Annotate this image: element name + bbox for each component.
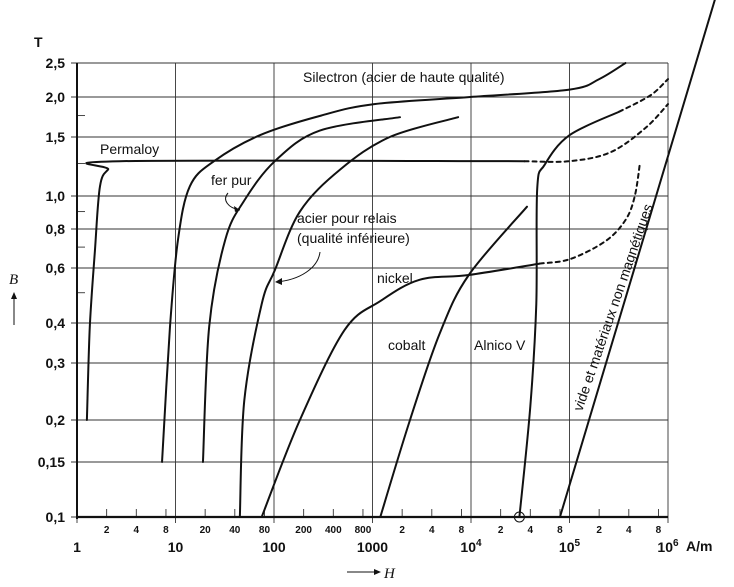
curve-vide-et-mat-riaux-non-magn-tiques <box>558 0 716 518</box>
x-minor-tick-label: 2 <box>399 525 405 536</box>
label-acier-line1: acier pour relais <box>297 210 397 226</box>
x-major-tick-label: 10 <box>168 539 184 555</box>
y-tick-label: 0,3 <box>46 355 66 371</box>
y-tick-label: 0,1 <box>46 509 66 525</box>
x-minor-tick-label: 800 <box>355 525 372 536</box>
curve-cobalt <box>379 205 528 518</box>
x-tick-exponent: 5 <box>575 538 581 549</box>
x-minor-tick-label: 40 <box>229 525 241 536</box>
acier-arrow <box>275 251 321 283</box>
x-major-tick-label: 104 <box>460 538 482 555</box>
curve-alnico-v-extrapolated <box>618 78 669 113</box>
x-major-tick-label: 1 <box>73 539 81 555</box>
curve-nickel <box>260 262 541 518</box>
x-minor-tick-label: 2 <box>596 525 602 536</box>
curve-fer-pur <box>201 116 401 463</box>
y-tick-label: 0,8 <box>46 221 66 237</box>
x-axis-arrowhead <box>374 569 381 575</box>
label-alnico: Alnico V <box>474 337 526 353</box>
x-unit-label: A/m <box>686 538 712 554</box>
x-minor-tick-label: 200 <box>295 525 312 536</box>
x-minor-tick-label: 400 <box>325 525 342 536</box>
label-acier-line2: (qualité inférieure) <box>297 230 410 246</box>
label-silectron: Silectron (acier de haute qualité) <box>303 69 505 85</box>
x-major-tick-label: 100 <box>262 539 286 555</box>
y-tick-label: 0,4 <box>46 315 66 331</box>
label-cobalt: cobalt <box>388 337 425 353</box>
x-major-tick-label: 105 <box>559 538 581 555</box>
curve-acier-pour-relais-qualit-inf-rieure <box>238 116 460 518</box>
y-tick-label: 0,2 <box>46 412 66 428</box>
x-tick-exponent: 4 <box>476 538 482 549</box>
y-unit-label: T <box>34 34 43 50</box>
y-tick-label: 0,15 <box>38 454 65 470</box>
circle-marker <box>513 511 525 523</box>
x-minor-tick-label: 8 <box>656 525 662 536</box>
label-vide: vide et matériaux non magnétiques <box>570 202 656 413</box>
curve-permaloy-extrapolated <box>523 103 669 163</box>
tick-labels: 0,1 0,15 0,2 0,3 0,4 0,6 0,8 1,0 1,5 2,0 2,5 1 10 100… <box>38 55 679 555</box>
x-major-tick-label: 106 <box>657 538 679 555</box>
acier-arrowhead <box>275 278 282 285</box>
x-minor-tick-label: 2 <box>498 525 504 536</box>
label-fer-pur: fer pur <box>211 172 252 188</box>
x-minor-tick-label: 4 <box>528 525 534 536</box>
curve-nickel-extrapolated <box>538 161 641 265</box>
curve-silectron-acier-de-haute-qualit <box>161 62 627 463</box>
y-tick-label: 2,5 <box>46 55 66 71</box>
x-minor-tick-label: 8 <box>163 525 169 536</box>
x-minor-tick-label: 20 <box>200 525 212 536</box>
x-minor-tick-label: 4 <box>134 525 140 536</box>
y-tick-label: 1,5 <box>46 129 66 145</box>
y-axis-arrowhead <box>11 292 17 299</box>
x-minor-tick-label: 4 <box>626 525 632 536</box>
x-minor-tick-label: 8 <box>557 525 563 536</box>
y-tick-label: 2,0 <box>46 89 66 105</box>
fer-pur-arrowhead <box>234 206 240 212</box>
x-minor-tick-label: 2 <box>104 525 110 536</box>
x-minor-tick-label: 80 <box>259 525 271 536</box>
curves <box>85 0 716 523</box>
label-nickel: nickel <box>377 270 413 286</box>
curve-alnico-v <box>518 110 621 518</box>
x-tick-exponent: 6 <box>673 538 679 549</box>
label-permaloy: Permaloy <box>100 141 159 157</box>
y-tick-label: 1,0 <box>46 188 66 204</box>
x-axis-symbol: H <box>383 566 396 582</box>
x-minor-tick-label: 8 <box>459 525 465 536</box>
y-axis-symbol: B <box>9 272 18 288</box>
x-minor-tick-label: 4 <box>429 525 435 536</box>
y-tick-label: 0,6 <box>46 260 66 276</box>
x-major-tick-label: 1000 <box>357 539 388 555</box>
